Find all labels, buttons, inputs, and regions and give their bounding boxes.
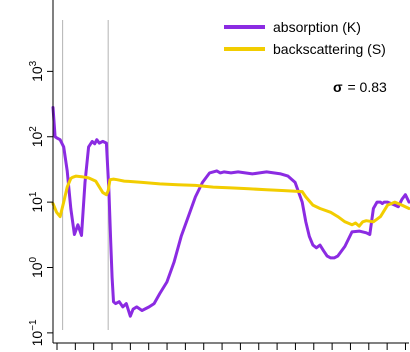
- series-line-0: [51, 106, 410, 318]
- y-tick-label-4: 103: [28, 60, 45, 82]
- svg-text:σ = 0.83: σ = 0.83: [333, 79, 387, 95]
- series-line-1: [51, 174, 410, 228]
- y-tick-label-2: 101: [28, 191, 45, 213]
- legend: absorption (K) backscattering (S): [224, 19, 386, 57]
- y-tick-label-3: 102: [28, 126, 45, 148]
- legend-label-backscattering: backscattering (S): [273, 41, 386, 57]
- sigma-symbol: σ: [333, 79, 343, 95]
- sigma-value: = 0.83: [347, 79, 387, 95]
- y-tick-label-0: 10−1: [28, 319, 45, 346]
- series-layer: [51, 20, 410, 330]
- sigma-annotation: σ = 0.83: [333, 79, 387, 95]
- axes-layer: 10−1 100 101 102 103: [28, 0, 409, 350]
- y-tick-label-1: 100: [28, 256, 45, 278]
- legend-label-absorption: absorption (K): [273, 19, 361, 35]
